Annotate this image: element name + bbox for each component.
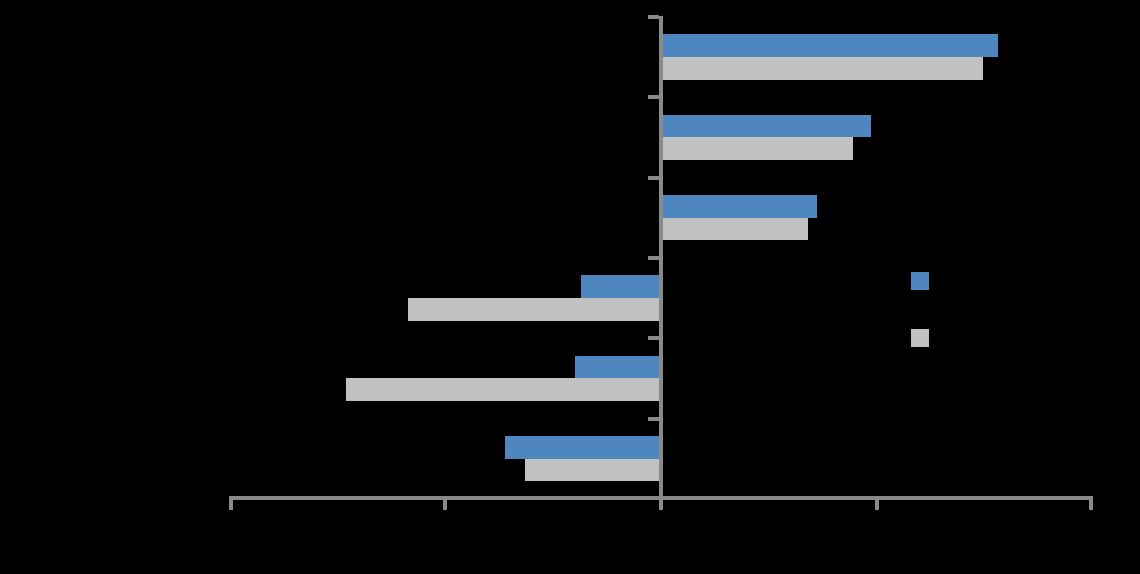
legend-series1-swatch: [911, 272, 929, 290]
bar-series1-group6: [505, 435, 661, 459]
y-axis-tick: [648, 255, 660, 260]
bar-series1-group2: [661, 114, 871, 138]
legend-series2-swatch: [911, 329, 929, 347]
bar-series1-group4: [581, 275, 661, 298]
y-axis-tick: [648, 15, 660, 19]
bar-series2-group4: [408, 298, 661, 321]
bar-series1-group3: [661, 194, 817, 218]
bar-series1-group1: [661, 34, 998, 58]
bar-series1-group5: [574, 355, 661, 379]
x-axis-tick: [659, 500, 663, 510]
x-axis-line: [229, 496, 1093, 500]
x-axis-tick: [229, 500, 233, 510]
y-axis-tick: [648, 175, 660, 180]
bar-series2-group5: [345, 378, 661, 402]
bar-series2-group2: [661, 137, 854, 161]
x-axis-tick: [1089, 500, 1093, 510]
x-axis-tick: [875, 500, 879, 510]
y-axis-tick: [648, 416, 660, 421]
bar-series2-group1: [661, 57, 983, 80]
bar-series2-group3: [661, 217, 808, 241]
y-axis-tick: [648, 95, 660, 100]
y-axis-tick: [648, 336, 660, 341]
y-axis-line: [659, 16, 663, 500]
bar-series2-group6: [524, 458, 661, 482]
x-axis-tick: [443, 500, 447, 510]
